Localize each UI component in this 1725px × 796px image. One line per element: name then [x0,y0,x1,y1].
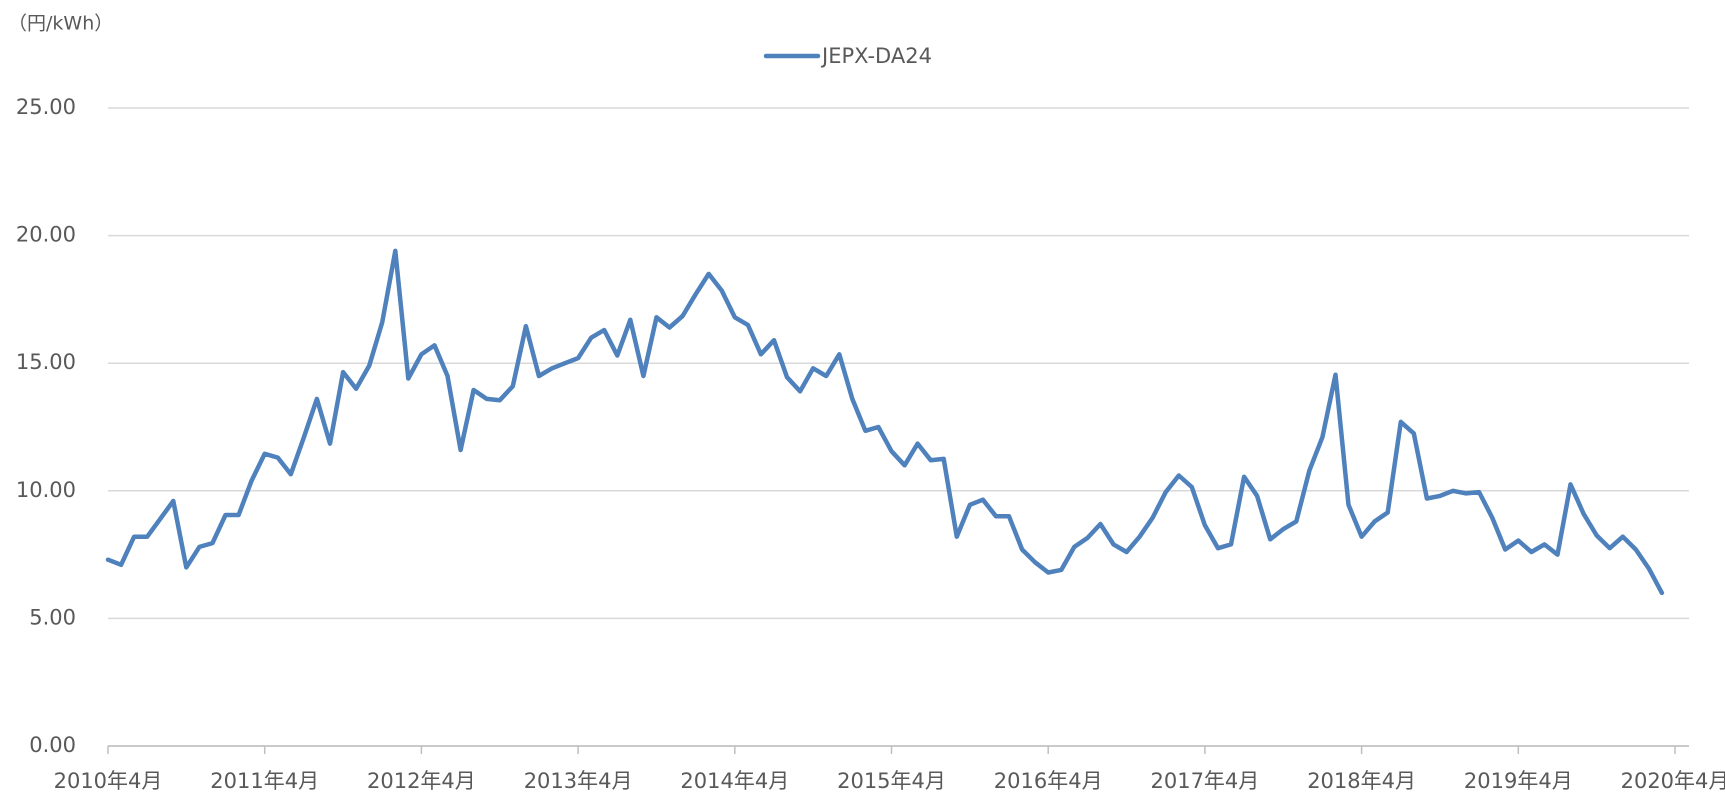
line-series [105,248,1665,596]
y-tick-label: 5.00 [29,605,76,629]
x-tick-label: 2012年4月 [367,769,476,793]
y-tick-label: 20.00 [16,223,76,247]
legend-label: JEPX-DA24 [820,44,932,68]
x-tick-label: 2015年4月 [837,769,946,793]
y-tick-label: 10.00 [16,478,76,502]
y-tick-label: 0.00 [29,733,76,757]
y-tick-label: 25.00 [16,95,76,119]
unit-label: （円/kWh） [8,13,113,35]
x-tick-label: 2019年4月 [1464,769,1573,793]
x-tick-label: 2014年4月 [680,769,789,793]
y-tick-label: 15.00 [16,350,76,374]
x-tick-label: 2013年4月 [524,769,633,793]
x-tick-label: 2011年4月 [210,769,319,793]
x-tick-label: 2016年4月 [994,769,1103,793]
x-tick-label: 2020年4月 [1621,769,1725,793]
x-tick-label: 2010年4月 [54,769,163,793]
x-tick-label: 2018年4月 [1307,769,1416,793]
x-tick-label: 2017年4月 [1150,769,1259,793]
